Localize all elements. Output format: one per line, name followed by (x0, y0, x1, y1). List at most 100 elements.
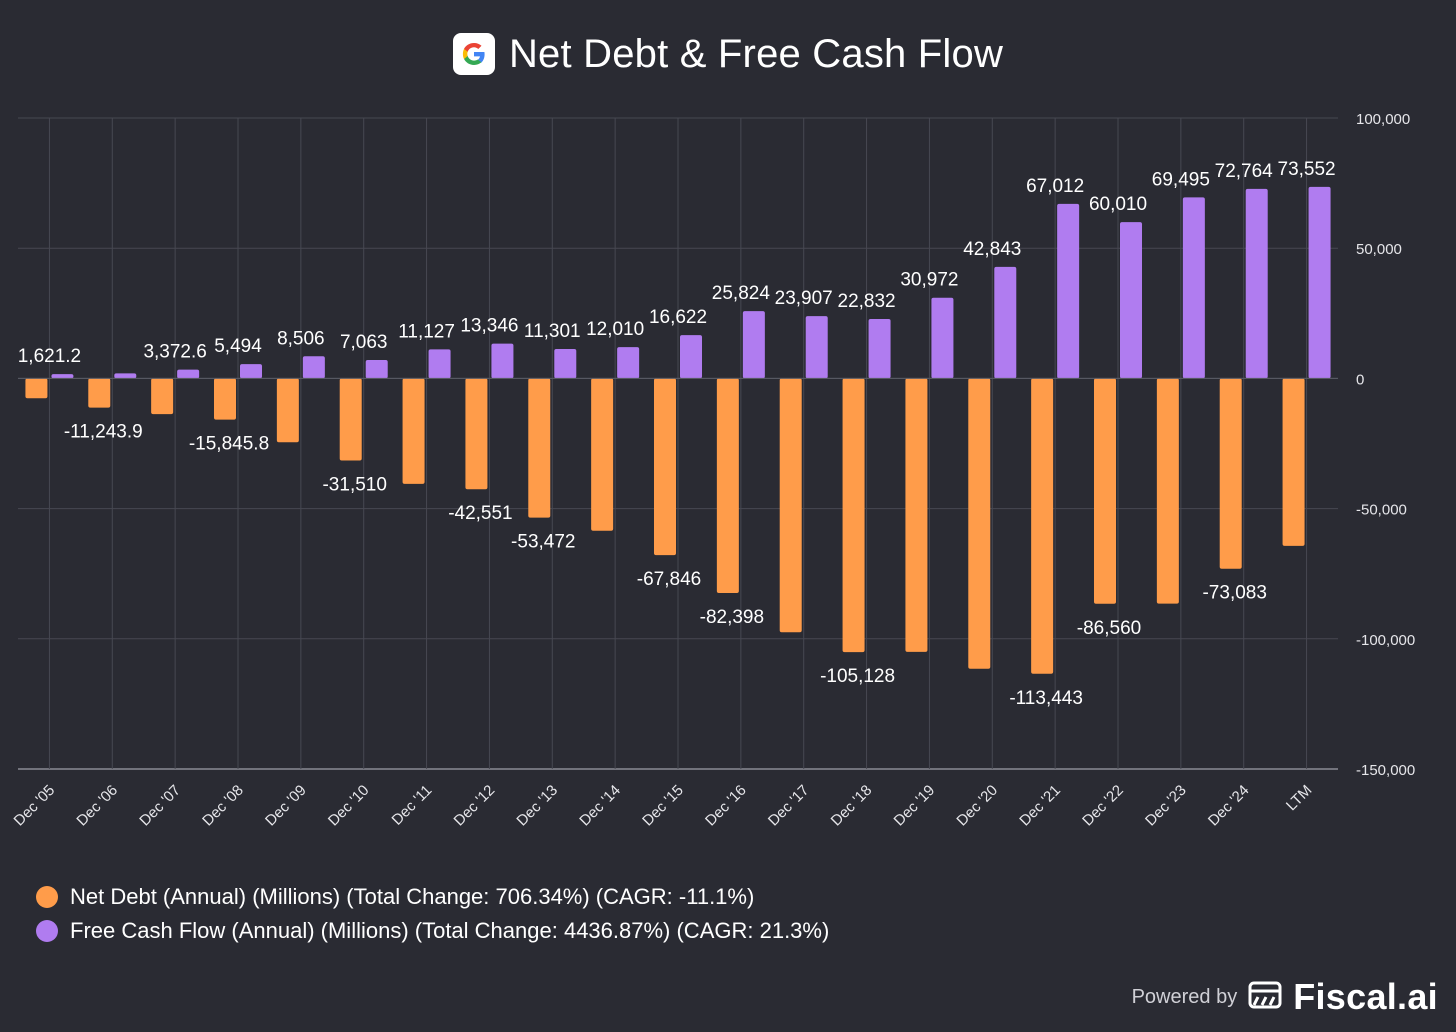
net-debt-bar (276, 378, 299, 443)
bar-chart: 100,000 50,000 0 -50,000 -100,000 -150,000 Dec… (11, 111, 1416, 830)
net-debt-data-label: -42,551 (448, 503, 512, 524)
x-tick-label: Dec '05 (11, 782, 59, 830)
legend-label-net-debt: Net Debt (Annual) (Millions) (Total Chan… (70, 884, 755, 909)
x-tick-label: Dec '14 (576, 782, 624, 830)
free-cash-flow-data-label: 25,824 (712, 283, 771, 304)
net-debt-bar (1031, 378, 1054, 674)
y-tick-label: -50,000 (1356, 502, 1407, 519)
net-debt-bar (779, 378, 802, 633)
x-tick-label: Dec '08 (199, 782, 247, 830)
net-debt-bar (654, 378, 676, 556)
net-debt-bar (716, 378, 739, 593)
free-cash-flow-data-label: 13,346 (460, 316, 518, 337)
net-debt-data-label: -86,560 (1077, 618, 1141, 639)
free-cash-flow-data-label: 11,127 (398, 321, 455, 342)
net-debt-data-label: -82,398 (700, 607, 764, 628)
y-tick-label: -150,000 (1356, 762, 1415, 779)
legend-item-net-debt[interactable]: Net Debt (Annual) (Millions) (Total Chan… (36, 880, 829, 914)
net-debt-bar (968, 378, 991, 669)
free-cash-flow-bar (1308, 186, 1331, 379)
legend-item-free-cash-flow[interactable]: Free Cash Flow (Annual) (Millions) (Tota… (36, 914, 829, 948)
net-debt-bar (402, 378, 425, 484)
net-debt-data-label: -11,243.9 (64, 422, 143, 443)
free-cash-flow-bar (617, 347, 640, 379)
free-cash-flow-data-label: 23,907 (775, 288, 833, 309)
x-tick-label: Dec '17 (765, 782, 813, 830)
x-tick-label: Dec '20 (953, 782, 1001, 830)
free-cash-flow-data-label: 60,010 (1089, 194, 1147, 215)
x-tick-label: Dec '07 (136, 782, 184, 830)
free-cash-flow-data-label: 3,372.6 (143, 342, 206, 363)
net-debt-data-label: -113,443 (1009, 688, 1083, 709)
footer: Powered by Fiscal.ai (1132, 976, 1438, 1018)
net-debt-bar (1094, 378, 1116, 604)
net-debt-bar (528, 378, 551, 518)
free-cash-flow-bar (1245, 188, 1268, 379)
free-cash-flow-data-label: 73,552 (1278, 159, 1336, 180)
free-cash-flow-bar (365, 360, 388, 379)
free-cash-flow-data-label: 5,494 (214, 336, 262, 357)
net-debt-bar (905, 378, 928, 652)
net-debt-bar (842, 378, 865, 653)
net-debt-bar (591, 378, 614, 531)
free-cash-flow-bar (931, 297, 954, 379)
free-cash-flow-data-label: 7,063 (340, 332, 388, 353)
free-cash-flow-data-label: 42,843 (963, 239, 1021, 260)
page-title: Net Debt & Free Cash Flow (508, 31, 1004, 76)
google-g-icon (452, 33, 495, 75)
net-debt-bar (1156, 378, 1179, 604)
free-cash-flow-bar (1120, 222, 1142, 379)
x-tick-label: Dec '24 (1205, 782, 1253, 830)
x-tick-label: Dec '11 (389, 782, 436, 829)
net-debt-data-label: -73,083 (1202, 583, 1266, 604)
net-debt-bar (339, 378, 362, 461)
free-cash-flow-bar (680, 335, 702, 379)
x-tick-label: Dec '18 (828, 782, 876, 830)
free-cash-flow-bar (114, 373, 137, 379)
x-tick-label: Dec '16 (702, 782, 750, 830)
legend-label-free-cash-flow: Free Cash Flow (Annual) (Millions) (Tota… (70, 918, 830, 943)
y-tick-label: 50,000 (1356, 241, 1402, 258)
free-cash-flow-bar (742, 311, 765, 379)
powered-by-label: Powered by (1131, 985, 1238, 1008)
free-cash-flow-data-label: 69,495 (1152, 169, 1210, 190)
net-debt-bar (1219, 378, 1242, 569)
x-tick-label: Dec '19 (891, 782, 939, 830)
free-cash-flow-data-label: 30,972 (900, 270, 958, 291)
chart-title-bar: Net Debt & Free Cash Flow (0, 26, 1456, 82)
legend-dot-net-debt (36, 886, 58, 908)
y-tick-label: 0 (1356, 371, 1364, 388)
free-cash-flow-bar (805, 316, 828, 379)
net-debt-bar (1282, 378, 1305, 546)
free-cash-flow-data-label: 22,832 (838, 291, 896, 312)
net-debt-bar (25, 378, 48, 399)
y-tick-label: -100,000 (1356, 632, 1415, 649)
free-cash-flow-data-label: 16,622 (649, 307, 707, 328)
free-cash-flow-bar (51, 374, 74, 379)
free-cash-flow-bar (428, 349, 451, 379)
free-cash-flow-bar (302, 356, 325, 379)
net-debt-bar (465, 378, 488, 490)
x-tick-label: Dec '06 (73, 782, 121, 830)
x-tick-label: Dec '15 (639, 782, 687, 830)
net-debt-data-label: -105,128 (820, 666, 895, 687)
free-cash-flow-data-label: 1,621.2 (18, 346, 81, 367)
net-debt-data-label: -67,846 (637, 569, 701, 590)
free-cash-flow-data-label: 8,506 (277, 328, 325, 349)
brand-name[interactable]: Fiscal.ai (1293, 976, 1438, 1017)
free-cash-flow-bar (868, 318, 891, 379)
free-cash-flow-bar (240, 364, 262, 379)
free-cash-flow-data-label: 67,012 (1026, 176, 1084, 197)
fiscal-logo-icon (1247, 980, 1283, 1015)
x-tick-label: Dec '10 (325, 782, 373, 830)
net-debt-data-label: -15,845.8 (189, 434, 269, 455)
net-debt-bar (214, 378, 236, 420)
free-cash-flow-bar (491, 343, 514, 379)
free-cash-flow-bar (177, 369, 200, 379)
legend: Net Debt (Annual) (Millions) (Total Chan… (36, 880, 829, 948)
x-tick-label: LTM (1283, 782, 1315, 814)
net-debt-bar (151, 378, 174, 415)
x-tick-label: Dec '22 (1079, 782, 1127, 830)
free-cash-flow-data-label: 12,010 (586, 319, 644, 340)
net-debt-bar (88, 378, 111, 408)
